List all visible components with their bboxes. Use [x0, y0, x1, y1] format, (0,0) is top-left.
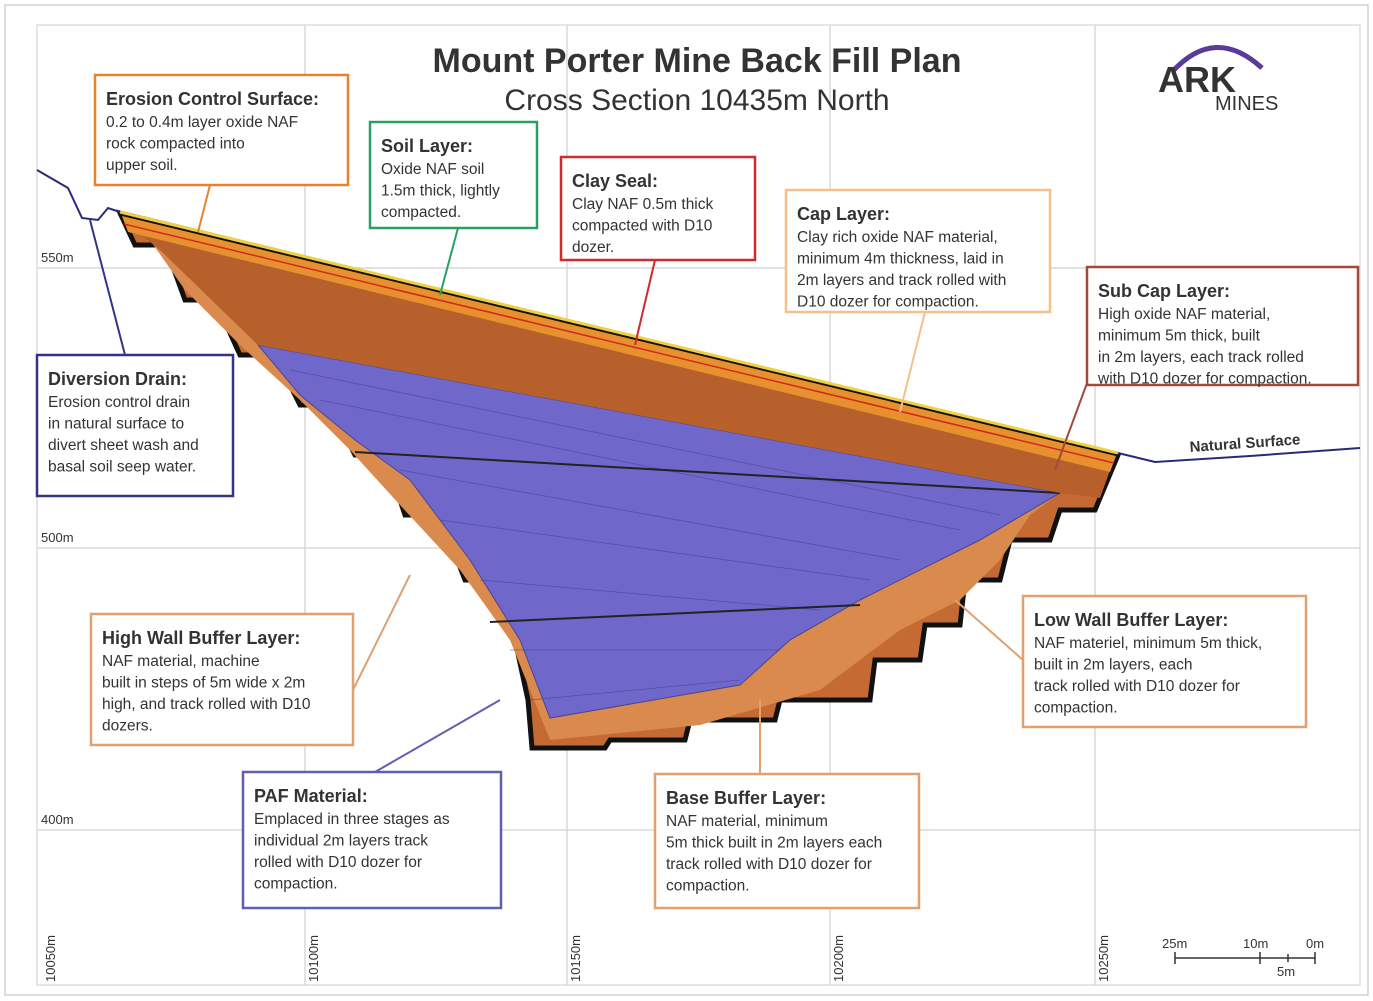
callout-box: [35, 353, 235, 498]
callout-line: minimum 4m thickness, laid in: [797, 251, 1004, 268]
stage-line: [354, 451, 1061, 494]
callout-box: [784, 188, 1052, 314]
callout-line: compaction.: [666, 878, 750, 895]
callout-box: [1021, 594, 1308, 729]
callout-title: Diversion Drain:: [48, 369, 187, 389]
leader-line: [352, 574, 411, 691]
callout-title: Soil Layer:: [381, 136, 473, 156]
callout-line: Oxide NAF soil: [381, 161, 484, 178]
callout-title: Clay Seal:: [572, 171, 658, 191]
callout-line: track rolled with D10 dozer for: [666, 856, 872, 873]
leader-line: [374, 699, 501, 773]
callout-line: compaction.: [254, 876, 338, 893]
soil-layer: [119, 210, 1119, 455]
callout-line: D10 dozer for compaction.: [797, 294, 979, 311]
callout-line: compacted with D10: [572, 218, 713, 235]
callout-line: dozer.: [572, 239, 614, 256]
leader-line: [1054, 374, 1091, 471]
easting-label: 10050m: [43, 935, 58, 982]
scale-bar: [1174, 952, 1316, 964]
easting-label: 10150m: [568, 935, 583, 982]
scale-label: 10m: [1243, 936, 1268, 951]
callout-line: High oxide NAF material,: [1098, 306, 1270, 323]
callout-line: dozers.: [102, 718, 153, 735]
callout-line: basal soil seep water.: [48, 459, 196, 476]
leader-line: [89, 219, 126, 356]
callout-box: [559, 155, 757, 262]
callout-line: track rolled with D10 dozer for: [1034, 678, 1240, 695]
elevation-label: 550m: [41, 250, 74, 265]
callout-box: [1085, 265, 1360, 387]
callout-line: NAF material, machine: [102, 653, 260, 670]
elevation-label: 500m: [41, 530, 74, 545]
callout-line: 5m thick built in 2m layers each: [666, 835, 882, 852]
callout-line: Emplaced in three stages as: [254, 811, 450, 828]
natural-surface-line: [1117, 447, 1361, 464]
callout-line: compacted.: [381, 204, 461, 221]
callout-line: rock compacted into: [106, 136, 245, 153]
callout-line: compaction.: [1034, 700, 1118, 717]
callout-title: Cap Layer:: [797, 204, 890, 224]
scale-label: 5m: [1277, 964, 1295, 979]
callout-line: NAF material, minimum: [666, 813, 828, 830]
paf-material: [256, 344, 1062, 719]
logo-main: ARK: [1158, 59, 1236, 100]
leader-line: [634, 259, 656, 346]
leader-line: [439, 227, 459, 296]
easting-label: 10100m: [306, 935, 321, 982]
callout-title: High Wall Buffer Layer:: [102, 628, 300, 648]
callout-line: upper soil.: [106, 157, 178, 174]
callout-line: 0.2 to 0.4m layer oxide NAF: [106, 114, 298, 131]
callout-box: [368, 120, 539, 230]
callout-line: in natural surface to: [48, 416, 184, 433]
callout-line: high, and track rolled with D10: [102, 696, 311, 713]
callout-title: Low Wall Buffer Layer:: [1034, 610, 1228, 630]
callout-line: minimum 5m thick, built: [1098, 328, 1261, 345]
elevation-label: 400m: [41, 812, 74, 827]
callout-line: built in 2m layers, each: [1034, 657, 1193, 674]
callout-line: 1.5m thick, lightly: [381, 183, 500, 200]
callout-line: divert sheet wash and: [48, 437, 199, 454]
callout-box: [89, 612, 355, 747]
callout-line: with D10 dozer for compaction.: [1097, 371, 1312, 388]
stage-line: [489, 604, 861, 623]
callout-title: PAF Material:: [254, 786, 368, 806]
callout-box: [241, 770, 503, 910]
callout-title: Sub Cap Layer:: [1098, 281, 1230, 301]
leader-line: [899, 311, 926, 413]
callout-line: Clay NAF 0.5m thick: [572, 196, 714, 213]
callout-line: 2m layers and track rolled with: [797, 272, 1006, 289]
title: Mount Porter Mine Back Fill Plan: [433, 42, 962, 80]
callout-line: in 2m layers, each track rolled: [1098, 349, 1304, 366]
callout-title: Base Buffer Layer:: [666, 788, 826, 808]
easting-label: 10250m: [1096, 935, 1111, 982]
callout-title: Erosion Control Surface:: [106, 89, 319, 109]
paf-layers: [289, 369, 1001, 701]
callout-box: [93, 73, 350, 187]
logo-sub: MINES: [1215, 93, 1278, 115]
callout-line: rolled with D10 dozer for: [254, 854, 422, 871]
natural-surface-line: [36, 169, 121, 222]
leader-line: [197, 184, 211, 233]
scale-label: 0m: [1306, 936, 1324, 951]
callout-line: individual 2m layers track: [254, 833, 428, 850]
callout-line: NAF materiel, minimum 5m thick,: [1034, 635, 1262, 652]
leader-line: [954, 599, 1024, 661]
scale-label: 25m: [1162, 936, 1187, 951]
easting-label: 10200m: [831, 935, 846, 982]
logo-arc: [1170, 45, 1264, 74]
subtitle: Cross Section 10435m North: [504, 84, 889, 117]
clay-seal: [123, 223, 1115, 464]
callout-line: Clay rich oxide NAF material,: [797, 229, 998, 246]
callout-line: Erosion control drain: [48, 394, 190, 411]
callout-box: [653, 772, 921, 910]
callout-line: built in steps of 5m wide x 2m: [102, 675, 305, 692]
